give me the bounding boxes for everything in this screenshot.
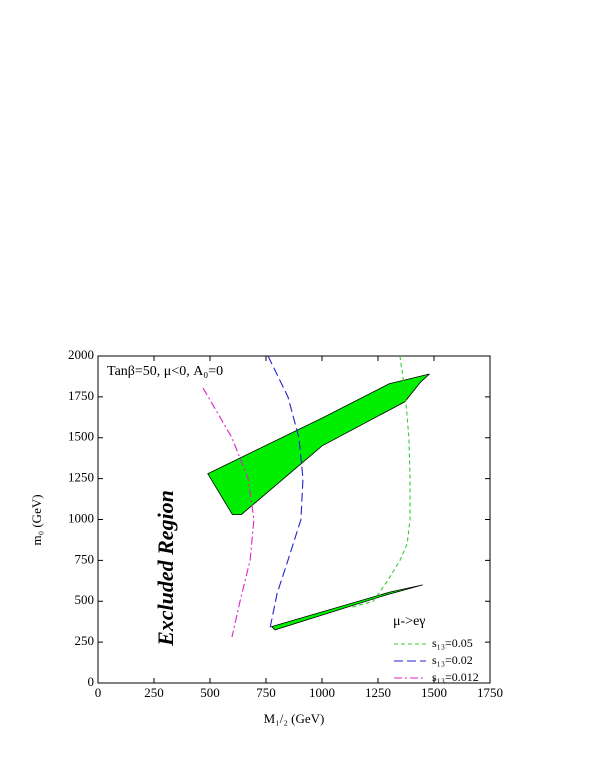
legend-title: μ->eγ [393,614,425,629]
y-tick-label: 1500 [68,429,94,444]
x-tick-label: 1750 [477,685,503,700]
plot-frame [97,355,491,684]
y-tick-label: 1750 [68,388,94,403]
y-axis-label: m₀ (GeV) [29,494,44,545]
x-tick-label: 1000 [309,685,335,700]
x-axis-label: M₁/₂ (GeV) [264,711,325,726]
x-tick-label: 1250 [365,685,391,700]
x-tick-label: 0 [95,685,102,700]
series-line [267,355,304,629]
annotation: Tanβ=50, μ<0, A₀=0 [107,364,223,379]
x-tick-label: 250 [144,685,164,700]
y-tick-label: 500 [75,592,95,607]
y-tick-label: 1250 [68,470,94,485]
region [270,584,423,631]
y-tick-label: 1000 [68,510,94,525]
x-tick-label: 1500 [421,685,447,700]
legend-label: s₁₃=0.012 [432,670,479,684]
y-tick-label: 750 [75,551,95,566]
region [207,373,430,515]
y-tick-label: 0 [88,674,95,689]
x-tick-label: 500 [200,685,220,700]
y-tick-label: 2000 [68,347,94,362]
legend-label: s₁₃=0.02 [432,653,473,667]
series-line [202,387,255,638]
y-tick-label: 250 [75,633,95,648]
region-label: Excluded Region [153,490,178,647]
legend-label: s₁₃=0.05 [432,636,473,650]
x-tick-label: 750 [256,685,276,700]
series-line [349,355,411,609]
